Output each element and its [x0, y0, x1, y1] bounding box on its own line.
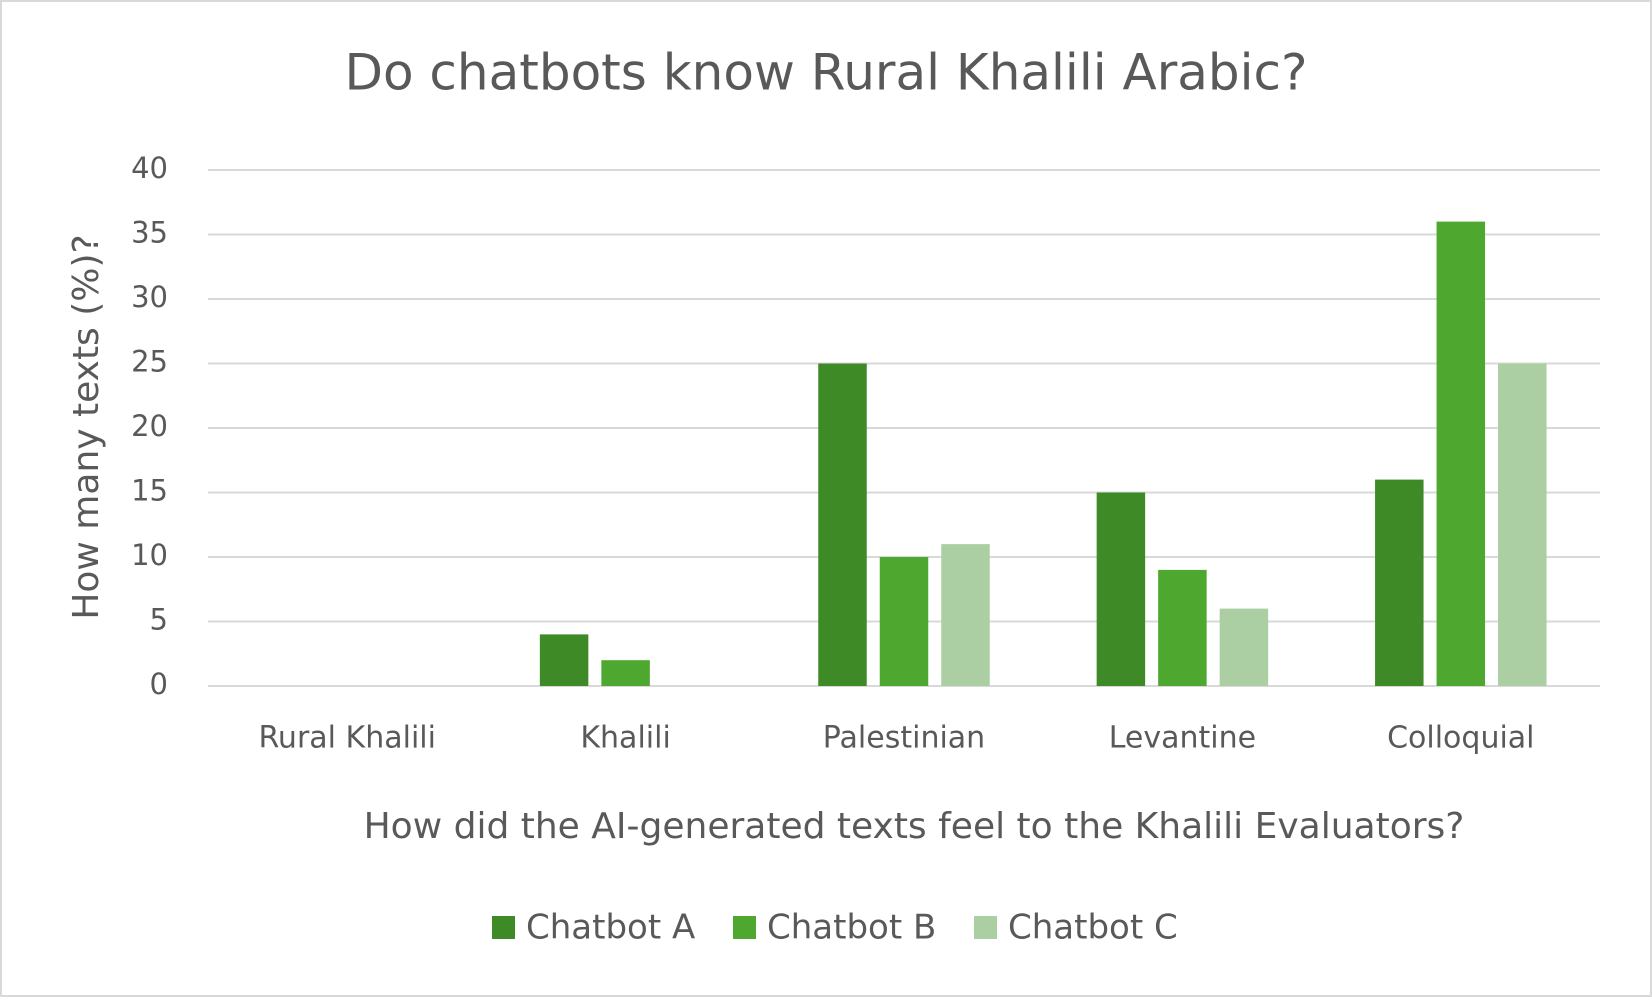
y-tick-label: 15 [131, 474, 168, 508]
y-tick-label: 35 [131, 216, 168, 250]
bar [539, 634, 589, 686]
x-tick-label: Levantine [1109, 721, 1256, 756]
legend-label: Chatbot A [526, 908, 695, 948]
bar [1436, 221, 1486, 686]
bar [941, 544, 990, 686]
bar [1219, 608, 1269, 686]
x-tick-label: Khalili [580, 721, 670, 756]
legend-label: Chatbot C [1008, 908, 1178, 948]
chart-title: Do chatbots know Rural Khalili Arabic? [344, 44, 1307, 102]
bar [1375, 479, 1424, 686]
bar [1158, 569, 1207, 686]
y-tick-label: 5 [150, 603, 168, 637]
x-tick-label: Palestinian [823, 721, 985, 756]
x-tick-label: Colloquial [1387, 721, 1534, 756]
bar [601, 660, 650, 686]
bar [1096, 492, 1146, 686]
legend-swatch [974, 916, 997, 939]
y-tick-label: 20 [131, 409, 168, 443]
legend-swatch [492, 916, 515, 939]
y-tick-label: 30 [131, 280, 168, 314]
x-tick-label: Rural Khalili [258, 721, 436, 756]
legend-label: Chatbot B [767, 908, 936, 948]
y-tick-label: 40 [131, 151, 168, 185]
bar [818, 363, 867, 686]
y-axis-title: How many texts (%)? [66, 234, 107, 619]
bar [1498, 363, 1547, 686]
x-axis-title: How did the AI-generated texts feel to t… [364, 806, 1465, 847]
y-tick-label: 10 [131, 538, 168, 572]
bar [879, 557, 929, 686]
legend-swatch [733, 916, 756, 939]
y-tick-label: 25 [131, 345, 168, 379]
y-tick-label: 0 [150, 667, 168, 701]
